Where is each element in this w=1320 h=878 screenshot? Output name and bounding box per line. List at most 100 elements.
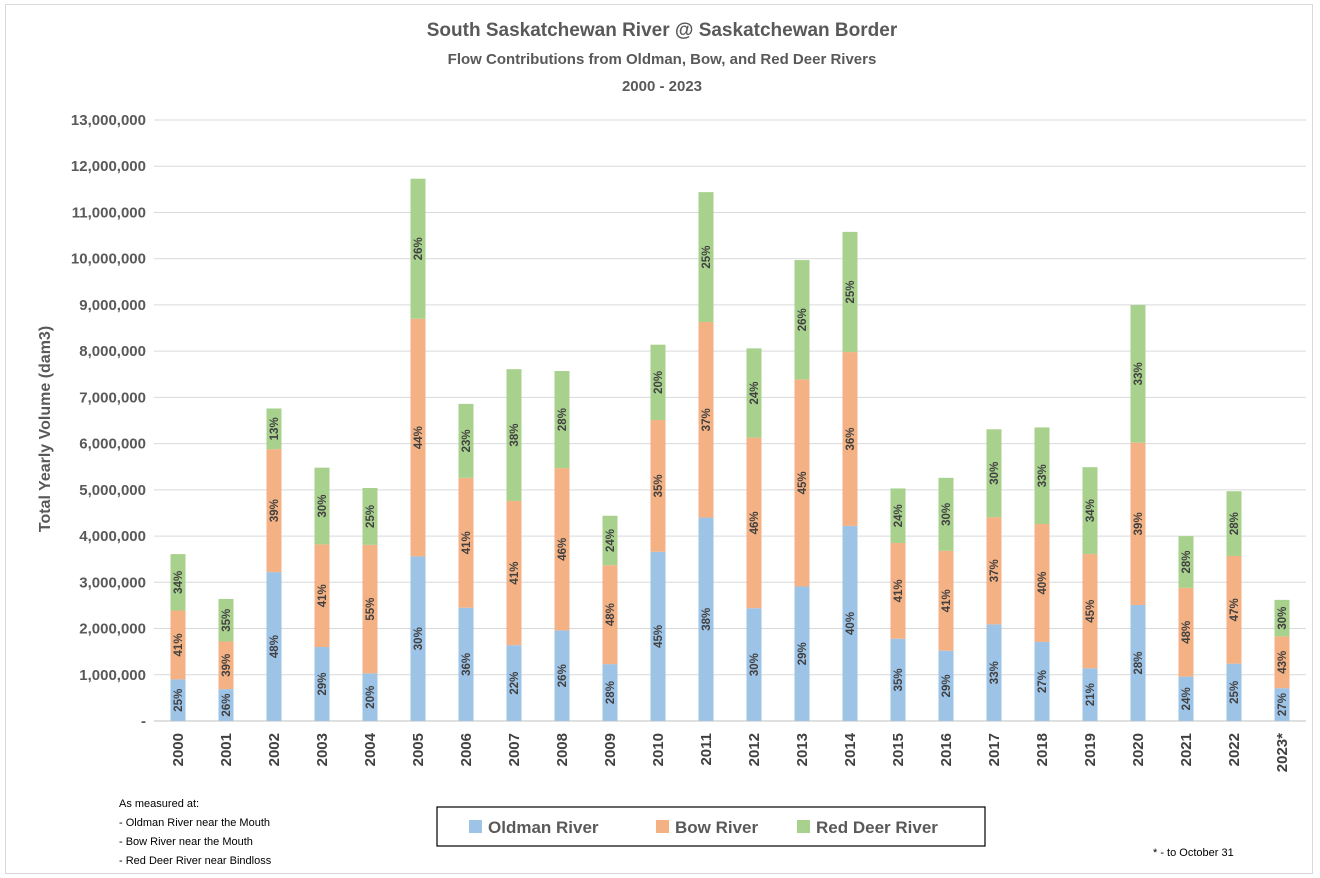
bar-segment bbox=[1130, 304, 1146, 443]
data-label: 30% bbox=[989, 462, 1001, 485]
y-tick-label: 8,000,000 bbox=[79, 343, 146, 360]
bar-segment bbox=[602, 565, 618, 665]
bar-segment bbox=[554, 630, 570, 721]
data-label: 13% bbox=[269, 417, 281, 440]
bar-segment bbox=[794, 379, 810, 587]
data-label: 30% bbox=[413, 627, 425, 650]
data-label: 30% bbox=[1277, 607, 1289, 630]
x-tick-label: 2014 bbox=[842, 732, 859, 766]
bar-segment bbox=[506, 500, 522, 646]
bar-segment bbox=[746, 348, 762, 438]
bar-segment bbox=[554, 468, 570, 631]
bar-segment bbox=[218, 598, 234, 642]
bar-segment bbox=[650, 344, 666, 421]
data-label: 39% bbox=[221, 654, 233, 677]
x-tick-label: 2016 bbox=[938, 733, 955, 766]
bar-segment bbox=[218, 689, 234, 721]
data-label: 41% bbox=[461, 531, 473, 554]
y-tick-label: 13,000,000 bbox=[71, 112, 146, 129]
data-label: 46% bbox=[749, 511, 761, 534]
legend-swatch-oldman bbox=[469, 820, 482, 833]
bar-segment bbox=[794, 260, 810, 380]
data-label: 29% bbox=[317, 672, 329, 695]
bar-segment bbox=[1034, 524, 1050, 642]
data-label: 28% bbox=[1133, 651, 1145, 674]
data-label: 38% bbox=[701, 608, 713, 631]
data-label: 25% bbox=[845, 280, 857, 303]
data-label: 38% bbox=[509, 424, 521, 447]
data-label: 25% bbox=[1229, 681, 1241, 704]
bar-segment bbox=[746, 608, 762, 721]
y-axis-ticks: - 1,000,000 2,000,000 3,000,000 4,000,000 5,0… bbox=[71, 112, 146, 730]
data-label: 41% bbox=[173, 633, 185, 656]
x-tick-label: 2013 bbox=[794, 733, 811, 766]
bar-segment bbox=[410, 178, 426, 319]
bar-segment bbox=[1274, 636, 1290, 689]
data-label: 24% bbox=[1181, 687, 1193, 710]
x-tick-label: 2010 bbox=[650, 733, 667, 766]
x-tick-label: 2007 bbox=[506, 733, 523, 766]
bar-segment bbox=[314, 467, 330, 545]
notes-line-reddeer: - Red Deer River near Bindloss bbox=[119, 855, 272, 867]
data-label: 33% bbox=[1133, 362, 1145, 385]
bar-segment bbox=[1178, 536, 1194, 588]
legend-swatch-bow bbox=[656, 820, 669, 833]
legend: Oldman River Bow River Red Deer River bbox=[436, 806, 986, 847]
bar-segment bbox=[890, 638, 906, 721]
bar-segment bbox=[938, 650, 954, 721]
bar-segment bbox=[314, 544, 330, 648]
chart-frame: South Saskatchewan River @ Saskatchewan … bbox=[5, 4, 1313, 874]
data-label: 48% bbox=[1181, 621, 1193, 644]
y-tick-label: 2,000,000 bbox=[79, 621, 146, 638]
bar-segment bbox=[602, 515, 618, 566]
bar-segment bbox=[170, 610, 186, 680]
data-label: 23% bbox=[461, 429, 473, 452]
x-axis-ticks: 2000 2001 2002 2003 2004 2005 2006 2007 2008 2009… bbox=[170, 732, 1291, 772]
bar-segment bbox=[458, 477, 474, 608]
x-tick-label: 2018 bbox=[1034, 733, 1051, 766]
bar-segment bbox=[1034, 641, 1050, 721]
data-label: 41% bbox=[941, 589, 953, 612]
data-label: 44% bbox=[413, 426, 425, 449]
measurement-notes: As measured at: - Oldman River near the … bbox=[119, 798, 272, 867]
bar-segment bbox=[698, 322, 714, 518]
x-tick-label: 2021 bbox=[1178, 733, 1195, 766]
bar-segment bbox=[986, 517, 1002, 625]
chart-title: South Saskatchewan River @ Saskatchewan … bbox=[427, 20, 898, 41]
data-label: 45% bbox=[1085, 600, 1097, 623]
data-label: 39% bbox=[269, 499, 281, 522]
notes-heading: As measured at: bbox=[119, 798, 199, 810]
y-tick-label: 5,000,000 bbox=[79, 482, 146, 499]
data-label: 25% bbox=[173, 689, 185, 712]
bar-segment bbox=[410, 318, 426, 557]
y-tick-label: 1,000,000 bbox=[79, 667, 146, 684]
data-label: 45% bbox=[797, 471, 809, 494]
data-label: 20% bbox=[653, 371, 665, 394]
x-tick-label: 2003 bbox=[314, 733, 331, 766]
bar-segment bbox=[1226, 491, 1242, 556]
data-label: 34% bbox=[173, 571, 185, 594]
y-tick-label: 11,000,000 bbox=[72, 204, 146, 221]
data-label: 41% bbox=[893, 579, 905, 602]
x-tick-label: 2011 bbox=[698, 733, 715, 766]
data-label: 29% bbox=[797, 642, 809, 665]
x-tick-label: 2022 bbox=[1226, 733, 1243, 766]
x-tick-label: 2012 bbox=[746, 733, 763, 766]
bar-segment bbox=[1130, 442, 1146, 605]
bar-segment bbox=[1178, 587, 1194, 677]
bar-segment bbox=[362, 544, 378, 674]
data-label: 30% bbox=[941, 503, 953, 526]
x-tick-label: 2020 bbox=[1130, 733, 1147, 766]
data-label: 37% bbox=[989, 559, 1001, 582]
x-tick-label: 2009 bbox=[602, 733, 619, 766]
x-tick-label: 2001 bbox=[218, 733, 235, 766]
bar-segment bbox=[1130, 604, 1146, 721]
bar-segment bbox=[1034, 427, 1050, 525]
bar-segment bbox=[1274, 688, 1290, 721]
data-label: 29% bbox=[941, 674, 953, 697]
data-label: 36% bbox=[845, 427, 857, 450]
data-label: 34% bbox=[1085, 499, 1097, 522]
bar-segment bbox=[1226, 663, 1242, 721]
legend-box bbox=[436, 806, 986, 847]
data-label: 24% bbox=[893, 504, 905, 527]
